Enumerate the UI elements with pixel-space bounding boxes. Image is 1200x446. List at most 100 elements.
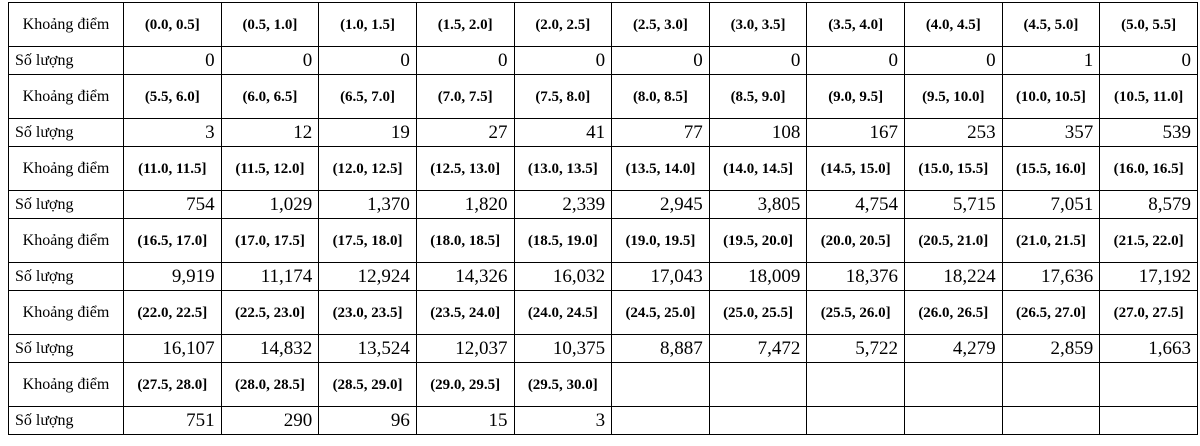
range-cell: (0.5, 1.0] (220, 2, 320, 47)
count-cell: 15 (415, 406, 515, 435)
row-label: Khoảng điểm (8, 74, 124, 119)
range-row: Khoảng điểm (11.0, 11.5] (11.5, 12.0] (12.0… (8, 146, 1198, 191)
count-cell: 3 (123, 118, 222, 147)
range-cell: (26.0, 26.5] (904, 290, 1003, 335)
count-cell: 8,579 (1099, 190, 1198, 219)
range-cell: (28.5, 29.0] (318, 362, 417, 407)
count-cell: 12 (220, 118, 320, 147)
count-cell: 9,919 (123, 262, 222, 291)
count-cell: 12,924 (318, 262, 417, 291)
row-label: Khoảng điểm (8, 146, 124, 191)
count-cell: 0 (318, 46, 417, 75)
count-cell: 108 (708, 118, 808, 147)
range-cell: (3.5, 4.0] (806, 2, 905, 47)
count-cell: 11,174 (220, 262, 320, 291)
count-cell: 0 (1099, 46, 1198, 75)
count-row: Số lượng 754 1,029 1,370 1,820 2,339 2,945 3,80… (8, 190, 1198, 219)
empty-cell (904, 406, 1003, 435)
empty-cell (611, 406, 710, 435)
count-cell: 27 (415, 118, 515, 147)
range-cell: (12.0, 12.5] (318, 146, 417, 191)
range-cell: (24.5, 25.0] (611, 290, 710, 335)
count-row: Số lượng 0 0 0 0 0 0 0 0 0 1 0 (8, 46, 1198, 75)
range-row: Khoảng điểm (16.5, 17.0] (17.0, 17.5] (17.5… (8, 218, 1198, 263)
count-cell: 0 (806, 46, 905, 75)
row-label: Khoảng điểm (8, 362, 124, 407)
range-row: Khoảng điểm (0.0, 0.5] (0.5, 1.0] (1.0, 1.5… (8, 2, 1198, 47)
range-cell: (11.0, 11.5] (123, 146, 222, 191)
range-cell: (16.5, 17.0] (123, 218, 222, 263)
count-cell: 1 (1001, 46, 1101, 75)
range-cell: (19.5, 20.0] (708, 218, 808, 263)
count-cell: 18,376 (806, 262, 905, 291)
range-cell: (19.0, 19.5] (611, 218, 710, 263)
range-cell: (15.5, 16.0] (1001, 146, 1101, 191)
count-cell: 167 (806, 118, 905, 147)
range-cell: (15.0, 15.5] (904, 146, 1003, 191)
empty-cell (904, 362, 1003, 407)
range-cell: (6.0, 6.5] (220, 74, 320, 119)
row-label: Số lượng (8, 190, 124, 219)
count-cell: 17,636 (1001, 262, 1101, 291)
range-cell: (29.0, 29.5] (415, 362, 515, 407)
row-label: Số lượng (8, 334, 124, 363)
range-cell: (24.0, 24.5] (513, 290, 613, 335)
count-cell: 41 (513, 118, 613, 147)
count-cell: 77 (611, 118, 710, 147)
count-cell: 253 (904, 118, 1003, 147)
count-cell: 14,326 (415, 262, 515, 291)
count-cell: 1,663 (1099, 334, 1198, 363)
range-cell: (25.5, 26.0] (806, 290, 905, 335)
range-cell: (9.5, 10.0] (904, 74, 1003, 119)
count-cell: 2,859 (1001, 334, 1101, 363)
count-cell: 19 (318, 118, 417, 147)
range-cell: (3.0, 3.5] (708, 2, 808, 47)
range-cell: (29.5, 30.0] (513, 362, 613, 407)
row-label: Khoảng điểm (8, 2, 124, 47)
count-cell: 3 (513, 406, 613, 435)
count-cell: 7,051 (1001, 190, 1101, 219)
empty-cell (708, 406, 808, 435)
count-cell: 1,029 (220, 190, 320, 219)
count-cell: 96 (318, 406, 417, 435)
range-cell: (17.5, 18.0] (318, 218, 417, 263)
range-cell: (22.5, 23.0] (220, 290, 320, 335)
range-cell: (5.5, 6.0] (123, 74, 222, 119)
count-cell: 17,192 (1099, 262, 1198, 291)
range-cell: (8.5, 9.0] (708, 74, 808, 119)
range-row: Khoảng điểm (22.0, 22.5] (22.5, 23.0] (23.0… (8, 290, 1198, 335)
count-cell: 290 (220, 406, 320, 435)
count-cell: 3,805 (708, 190, 808, 219)
range-cell: (28.0, 28.5] (220, 362, 320, 407)
empty-cell (806, 406, 905, 435)
range-cell: (8.0, 8.5] (611, 74, 710, 119)
count-cell: 8,887 (611, 334, 710, 363)
range-cell: (27.5, 28.0] (123, 362, 222, 407)
range-cell: (2.0, 2.5] (513, 2, 613, 47)
count-cell: 13,524 (318, 334, 417, 363)
count-cell: 10,375 (513, 334, 613, 363)
row-label: Khoảng điểm (8, 218, 124, 263)
range-cell: (13.0, 13.5] (513, 146, 613, 191)
count-row: Số lượng 16,107 14,832 13,524 12,037 10,375 8,… (8, 334, 1198, 363)
row-label: Số lượng (8, 46, 124, 75)
count-cell: 5,722 (806, 334, 905, 363)
count-cell: 0 (220, 46, 320, 75)
range-cell: (14.5, 15.0] (806, 146, 905, 191)
range-cell: (20.0, 20.5] (806, 218, 905, 263)
range-cell: (26.5, 27.0] (1001, 290, 1101, 335)
count-row: Số lượng 9,919 11,174 12,924 14,326 16,032 17,… (8, 262, 1198, 291)
range-row: Khoảng điểm (5.5, 6.0] (6.0, 6.5] (6.5, 7.0… (8, 74, 1198, 119)
score-table: Khoảng điểm (0.0, 0.5] (0.5, 1.0] (1.0, 1.5… (8, 2, 1198, 435)
range-cell: (7.0, 7.5] (415, 74, 515, 119)
count-cell: 4,279 (904, 334, 1003, 363)
row-label: Khoảng điểm (8, 290, 124, 335)
count-cell: 5,715 (904, 190, 1003, 219)
count-row: Số lượng 3 12 19 27 41 77 108 167 253 357 539 (8, 118, 1198, 147)
count-cell: 4,754 (806, 190, 905, 219)
count-cell: 0 (123, 46, 222, 75)
range-cell: (10.5, 11.0] (1099, 74, 1198, 119)
count-cell: 1,370 (318, 190, 417, 219)
range-cell: (4.0, 4.5] (904, 2, 1003, 47)
